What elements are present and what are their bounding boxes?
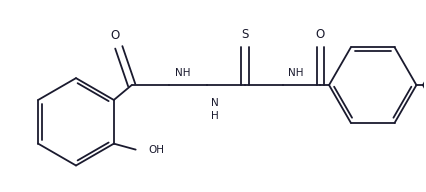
Text: S: S <box>241 28 248 41</box>
Text: O: O <box>316 28 325 41</box>
Text: H: H <box>211 111 219 121</box>
Text: OH: OH <box>149 145 164 155</box>
Text: N: N <box>211 98 219 108</box>
Text: NH: NH <box>288 68 303 78</box>
Text: O: O <box>110 29 119 42</box>
Text: NH: NH <box>176 68 191 78</box>
